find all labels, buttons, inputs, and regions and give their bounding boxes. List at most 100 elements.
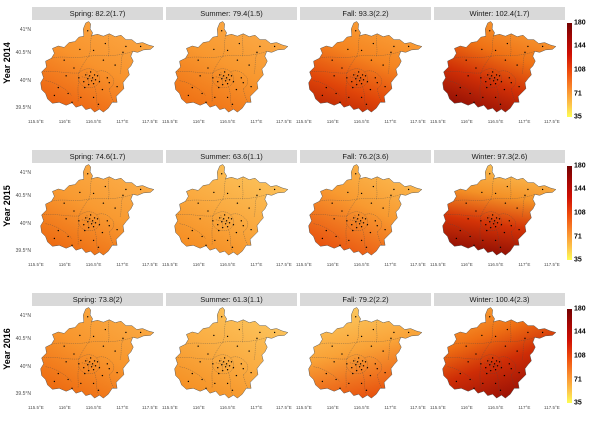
facet-strip-label: Summer: 79.4(1.5) (166, 7, 297, 20)
beijing-boundary (308, 21, 423, 113)
colorbar-svg (567, 166, 572, 260)
x-axis-tick-label: 117°E (384, 262, 397, 267)
facet-panel-2016-spring: Spring: 73.8(2) 115.5°E 116°E 116.5°E 117°E 1… (28, 291, 163, 430)
x-axis-tick-label: 116.5°E (85, 119, 102, 124)
y-axis-tick-label: 39.5°N (15, 248, 31, 255)
x-axis-tick-label: 116°E (58, 405, 71, 410)
facet-panel-2016-winter: Winter: 100.4(2.3) 115.5°E 116°E 116.5°E 117… (430, 291, 565, 430)
beijing-boundary (308, 164, 423, 256)
x-axis-tick-label: 116.5°E (487, 405, 504, 410)
district-borders (41, 176, 133, 252)
choropleth-map (166, 20, 297, 118)
y-axis: 41°N 40.5°N 40°N 39.5°N (13, 5, 32, 145)
year-label: Year 2014 (1, 42, 12, 84)
map-svg-winter (442, 164, 557, 256)
x-axis-tick-label: 116.5°E (219, 405, 236, 410)
year-row-2016: Year 2016 41°N 40.5°N 40°N 39.5°N Spring: 73.… (0, 291, 600, 430)
colorbar-tick-label: 180 (574, 305, 586, 313)
x-axis-tick-label: 116°E (58, 119, 71, 124)
colorbar: 180 144 108 71 35 (565, 148, 591, 288)
facet-strip-label: Winter: 100.4(2.3) (434, 293, 565, 306)
map-svg-winter (442, 21, 557, 113)
x-axis-tick-label: 116°E (192, 262, 205, 267)
facet-panel-2014-winter: Winter: 102.4(1.7) 115.5°E 116°E 116.5°E 117… (430, 5, 565, 145)
y-axis: 41°N 40.5°N 40°N 39.5°N (13, 291, 32, 430)
beijing-boundary (40, 21, 155, 113)
x-axis-tick-label: 116°E (192, 119, 205, 124)
x-axis-tick-label: 117°E (116, 405, 129, 410)
panels-row: Spring: 73.8(2) 115.5°E 116°E 116.5°E 117°E 1… (28, 291, 565, 430)
colorbar-gradient (567, 166, 572, 260)
x-axis-tick-label: 117°E (250, 262, 263, 267)
x-axis-tick-label: 117.5°E (410, 405, 426, 410)
x-axis: 115.5°E 116°E 116.5°E 117°E 117.5°E (430, 261, 565, 270)
x-axis-tick-label: 116.5°E (219, 262, 236, 267)
station-dots (455, 316, 544, 391)
facet-strip-label: Summer: 61.3(1.1) (166, 293, 297, 306)
map-svg-summer (174, 307, 289, 399)
y-axis-tick-label: 40.5°N (15, 336, 31, 343)
colorbar-svg (567, 309, 572, 403)
facet-strip-label: Spring: 82.2(1.7) (32, 7, 163, 20)
facet-panel-2015-winter: Winter: 97.3(2.6) 115.5°E 116°E 116.5°E 117°… (430, 148, 565, 288)
x-axis-tick-label: 117°E (384, 119, 397, 124)
year-row-2015: Year 2015 41°N 40.5°N 40°N 39.5°N Spring: 74.… (0, 148, 600, 288)
choropleth-map (166, 163, 297, 261)
map-svg-fall (308, 164, 423, 256)
x-axis-tick-label: 117°E (518, 119, 531, 124)
station-dots (321, 316, 410, 391)
colorbar-tick-label: 144 (574, 42, 586, 50)
x-axis-tick-label: 115.5°E (296, 119, 312, 124)
y-axis-tick-label: 41°N (19, 312, 31, 319)
colorbar-tick-label: 144 (574, 328, 586, 336)
year-gutter: Year 2015 (0, 148, 13, 288)
y-axis-tick-label: 40.5°N (15, 193, 31, 200)
facet-panel-2014-fall: Fall: 93.3(2.2) 115.5°E 116°E 116.5°E 117°E 1… (296, 5, 431, 145)
x-axis-tick-label: 116°E (460, 405, 473, 410)
x-axis-tick-label: 117.5°E (544, 262, 560, 267)
station-dots (53, 30, 142, 105)
x-axis: 115.5°E 116°E 116.5°E 117°E 117.5°E (28, 261, 163, 270)
year-row-2014: Year 2014 41°N 40.5°N 40°N 39.5°N Spring: 82.… (0, 5, 600, 145)
year-label: Year 2016 (1, 328, 12, 370)
x-axis: 115.5°E 116°E 116.5°E 117°E 117.5°E (296, 118, 431, 127)
x-axis-tick-label: 117°E (250, 405, 263, 410)
x-axis-tick-label: 116°E (326, 262, 339, 267)
x-axis-tick-label: 116°E (58, 262, 71, 267)
map-svg-summer (174, 21, 289, 113)
y-axis-tick-label: 39.5°N (15, 391, 31, 398)
choropleth-map (434, 163, 565, 261)
colorbar: 180 144 108 71 35 (565, 291, 591, 430)
choropleth-map (166, 306, 297, 404)
y-axis: 41°N 40.5°N 40°N 39.5°N (13, 148, 32, 288)
choropleth-map (32, 306, 163, 404)
map-svg-spring (40, 164, 155, 256)
x-axis-tick-label: 115.5°E (296, 262, 312, 267)
x-axis-tick-label: 115.5°E (430, 405, 446, 410)
x-axis-tick-label: 117.5°E (142, 262, 158, 267)
station-dots (321, 30, 410, 105)
district-borders (309, 33, 401, 109)
map-svg-summer (174, 164, 289, 256)
x-axis-tick-label: 115.5°E (162, 262, 178, 267)
map-svg-winter (442, 307, 557, 399)
x-axis-tick-label: 116.5°E (487, 262, 504, 267)
y-axis-tick-label: 41°N (19, 26, 31, 33)
panels-row: Spring: 82.2(1.7) 115.5°E 116°E 116.5°E 117°… (28, 5, 565, 145)
x-axis-tick-label: 115.5°E (296, 405, 312, 410)
x-axis: 115.5°E 116°E 116.5°E 117°E 117.5°E (162, 404, 297, 413)
beijing-boundary (442, 21, 557, 113)
x-axis-tick-label: 117.5°E (544, 119, 560, 124)
year-label: Year 2015 (1, 185, 12, 227)
beijing-boundary (174, 307, 289, 399)
district-borders (443, 319, 535, 395)
colorbar-tick-label: 144 (574, 185, 586, 193)
y-axis-tick-label: 40°N (19, 220, 31, 227)
facet-strip-label: Spring: 74.6(1.7) (32, 150, 163, 163)
station-dots (53, 316, 142, 391)
x-axis: 115.5°E 116°E 116.5°E 117°E 117.5°E (430, 404, 565, 413)
facet-panel-2015-fall: Fall: 76.2(3.6) 115.5°E 116°E 116.5°E 117°E 1… (296, 148, 431, 288)
x-axis-tick-label: 116.5°E (85, 405, 102, 410)
facet-strip-label: Fall: 76.2(3.6) (300, 150, 431, 163)
